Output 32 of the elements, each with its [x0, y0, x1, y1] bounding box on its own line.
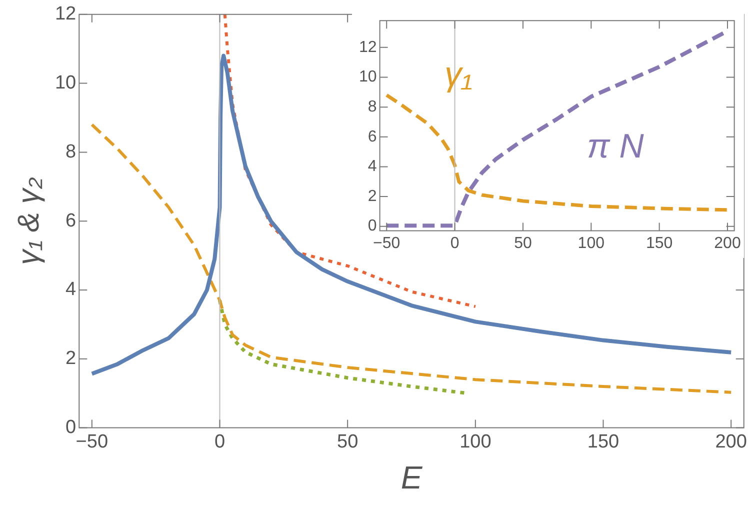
y-tick-label: 8 — [66, 141, 76, 162]
x-tick-label: 0 — [450, 234, 460, 252]
x-tick-label: 0 — [214, 431, 226, 452]
y-tick-label: 8 — [368, 98, 377, 116]
x-tick-label: 50 — [337, 431, 358, 452]
line-series — [223, 14, 477, 308]
x-tick-label: 50 — [514, 234, 532, 252]
series-label: π N — [587, 127, 644, 166]
series-label: γ₁ — [444, 56, 472, 94]
x-tick-label: 200 — [715, 431, 747, 452]
y-tick-label: 0 — [66, 417, 76, 438]
x-tick-label: 150 — [587, 431, 620, 452]
x-tick-label: −50 — [76, 431, 108, 452]
y-tick-label: 10 — [359, 68, 377, 86]
x-axis-title: E — [400, 460, 423, 496]
line-series — [384, 93, 730, 212]
y-tick-label: 4 — [66, 279, 77, 300]
y-axis-title: γ₁ & γ₂ — [12, 176, 46, 265]
y-tick-label: 6 — [368, 128, 377, 146]
x-tick-label: 100 — [460, 431, 492, 452]
x-tick-label: −50 — [373, 234, 400, 252]
y-tick-label: 2 — [368, 188, 377, 205]
x-tick-label: 150 — [646, 234, 673, 252]
y-tick-label: 10 — [54, 72, 76, 94]
y-tick-label: 2 — [66, 348, 76, 370]
x-tick-label: 100 — [578, 234, 605, 252]
x-tick-label: 200 — [714, 234, 741, 252]
y-tick-label: 0 — [368, 218, 377, 235]
y-tick-label: 4 — [368, 158, 377, 176]
y-tick-label: 6 — [66, 210, 76, 232]
y-tick-label: 12 — [54, 4, 76, 25]
y-tick-label: 12 — [359, 38, 377, 56]
